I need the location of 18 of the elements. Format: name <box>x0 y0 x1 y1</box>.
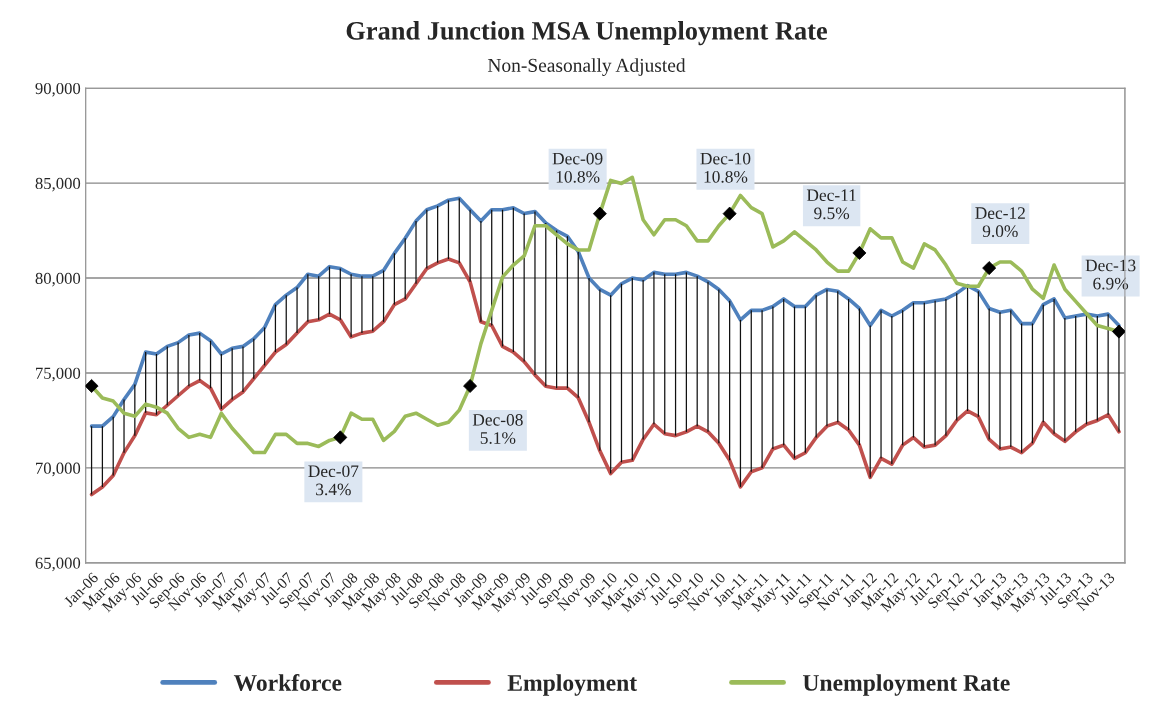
y-tick-label: 65,000 <box>35 557 81 572</box>
legend-label: Employment <box>507 674 638 696</box>
data-label: Dec-12 9.0% <box>975 207 1025 238</box>
data-label: Dec-09 10.8% <box>552 152 603 183</box>
y-tick-label: 90,000 <box>35 82 81 97</box>
legend-label: Unemployment Rate <box>802 674 1010 696</box>
chart-title: Grand Junction MSA Unemployment Rate <box>346 21 827 46</box>
data-label: Dec-07 3.4% <box>308 465 359 496</box>
y-tick-label: 80,000 <box>35 272 81 287</box>
data-label: Dec-08 5.1% <box>472 413 523 444</box>
data-label: Dec-11 9.5% <box>806 189 856 220</box>
y-tick-label: 70,000 <box>36 462 81 477</box>
y-tick-label: 75,000 <box>36 367 81 382</box>
chart-subtitle: Non-Seasonally Adjusted <box>487 58 686 76</box>
y-tick-label: 85,000 <box>35 177 81 192</box>
data-label: Dec-10 10.8% <box>700 152 751 183</box>
legend-label: Workforce <box>233 674 342 692</box>
data-label: Dec-13 6.9% <box>1085 259 1136 290</box>
